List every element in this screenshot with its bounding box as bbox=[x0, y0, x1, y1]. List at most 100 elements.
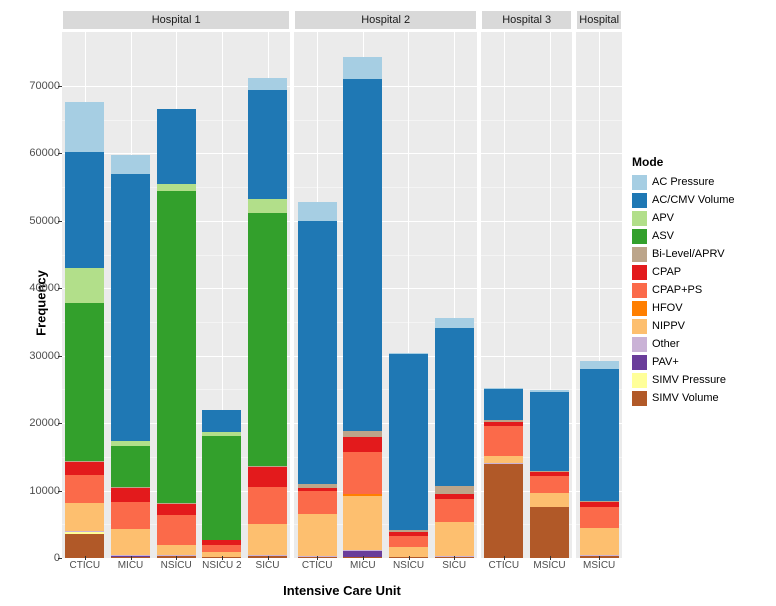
bar-segment bbox=[530, 493, 569, 507]
bar-segment bbox=[530, 507, 569, 558]
legend-label: SIMV Pressure bbox=[652, 374, 726, 386]
x-tick-label: NSICU bbox=[393, 560, 424, 571]
bar-segment bbox=[298, 221, 337, 484]
chart-root: Frequency Intensive Care Unit Hospital 1… bbox=[0, 0, 776, 606]
plot-area: Hospital 1Hospital 2Hospital 3Hospital 4 bbox=[62, 10, 622, 558]
x-tick-label: CTICU bbox=[302, 560, 333, 571]
legend-item: Other bbox=[632, 335, 772, 353]
legend-item: HFOV bbox=[632, 299, 772, 317]
legend-item: NIPPV bbox=[632, 317, 772, 335]
y-tick-label: 10000 bbox=[8, 485, 60, 497]
facet-panel bbox=[576, 32, 622, 558]
y-tick-label: 60000 bbox=[8, 147, 60, 159]
bar-stack bbox=[248, 78, 287, 558]
facet-strip: Hospital 4 bbox=[576, 10, 622, 30]
x-tick-label: NSICU 2 bbox=[202, 560, 241, 571]
bar-segment bbox=[65, 303, 104, 461]
legend-swatch bbox=[632, 373, 647, 388]
bar-segment bbox=[248, 90, 287, 199]
legend-label: Other bbox=[652, 338, 680, 350]
y-tick-label: 0 bbox=[8, 552, 60, 564]
bar-segment bbox=[111, 502, 150, 530]
y-tick-label: 40000 bbox=[8, 282, 60, 294]
legend-item: CPAP bbox=[632, 263, 772, 281]
bar-segment bbox=[530, 476, 569, 492]
legend-swatch bbox=[632, 193, 647, 208]
facet-strip: Hospital 2 bbox=[294, 10, 477, 30]
legend-item: SIMV Pressure bbox=[632, 371, 772, 389]
legend-swatch bbox=[632, 301, 647, 316]
x-axis-title: Intensive Care Unit bbox=[62, 583, 622, 598]
x-tick-label: CTICU bbox=[489, 560, 520, 571]
legend-swatch bbox=[632, 247, 647, 262]
bar-segment bbox=[343, 79, 382, 432]
bar-segment bbox=[298, 514, 337, 556]
y-axis-title: Frequency bbox=[33, 270, 48, 336]
bar-segment bbox=[580, 361, 619, 369]
facet-panel bbox=[481, 32, 572, 558]
bar-segment bbox=[484, 389, 523, 420]
bar-stack bbox=[530, 390, 569, 558]
bar-segment bbox=[248, 524, 287, 555]
bar-stack bbox=[157, 109, 196, 558]
x-tick-label: MICU bbox=[350, 560, 376, 571]
bar-stack bbox=[343, 57, 382, 558]
legend-label: SIMV Volume bbox=[652, 392, 719, 404]
legend-label: Bi-Level/APRV bbox=[652, 248, 725, 260]
bar-segment bbox=[65, 503, 104, 531]
legend-swatch bbox=[632, 319, 647, 334]
bar-segment bbox=[580, 528, 619, 555]
bar-segment bbox=[111, 446, 150, 487]
y-tick-label: 20000 bbox=[8, 417, 60, 429]
legend-swatch bbox=[632, 175, 647, 190]
x-tick-label: MSICU bbox=[533, 560, 565, 571]
bar-segment bbox=[157, 191, 196, 504]
legend-swatch bbox=[632, 265, 647, 280]
bar-segment bbox=[580, 507, 619, 529]
bar-segment bbox=[580, 369, 619, 501]
bar-segment bbox=[65, 462, 104, 475]
bar-segment bbox=[389, 354, 428, 530]
facet-strip: Hospital 3 bbox=[481, 10, 572, 30]
bar-segment bbox=[157, 515, 196, 545]
legend-item: SIMV Volume bbox=[632, 389, 772, 407]
legend-items: AC PressureAC/CMV VolumeAPVASVBi-Level/A… bbox=[632, 173, 772, 407]
bar-stack bbox=[580, 361, 619, 558]
bar-segment bbox=[248, 467, 287, 487]
x-tick-label: NSICU bbox=[161, 560, 192, 571]
bar-segment bbox=[248, 199, 287, 212]
bar-segment bbox=[530, 392, 569, 472]
bar-segment bbox=[298, 202, 337, 221]
facet-panel bbox=[294, 32, 477, 558]
bar-segment bbox=[111, 155, 150, 173]
facet-panel bbox=[62, 32, 290, 558]
x-tick-label: SICU bbox=[256, 560, 280, 571]
legend-item: PAV+ bbox=[632, 353, 772, 371]
bar-segment bbox=[65, 268, 104, 303]
bar-segment bbox=[435, 522, 474, 556]
x-tick-label: CTICU bbox=[70, 560, 101, 571]
bar-segment bbox=[389, 536, 428, 547]
legend-label: AC/CMV Volume bbox=[652, 194, 735, 206]
legend-swatch bbox=[632, 355, 647, 370]
bar-segment bbox=[111, 529, 150, 555]
x-tick-label: SICU bbox=[442, 560, 466, 571]
facet-strip: Hospital 1 bbox=[62, 10, 290, 30]
y-tick-label: 50000 bbox=[8, 215, 60, 227]
legend-item: Bi-Level/APRV bbox=[632, 245, 772, 263]
bar-segment bbox=[343, 437, 382, 453]
bar-segment bbox=[343, 496, 382, 550]
bar-stack bbox=[435, 318, 474, 558]
legend-label: CPAP+PS bbox=[652, 284, 702, 296]
legend-title: Mode bbox=[632, 155, 772, 169]
bar-segment bbox=[484, 464, 523, 558]
legend-item: AC Pressure bbox=[632, 173, 772, 191]
legend-swatch bbox=[632, 211, 647, 226]
bar-stack bbox=[65, 102, 104, 558]
bar-segment bbox=[65, 534, 104, 558]
legend-label: NIPPV bbox=[652, 320, 685, 332]
legend-label: AC Pressure bbox=[652, 176, 714, 188]
bar-stack bbox=[298, 202, 337, 558]
legend-label: ASV bbox=[652, 230, 674, 242]
bar-segment bbox=[248, 213, 287, 467]
